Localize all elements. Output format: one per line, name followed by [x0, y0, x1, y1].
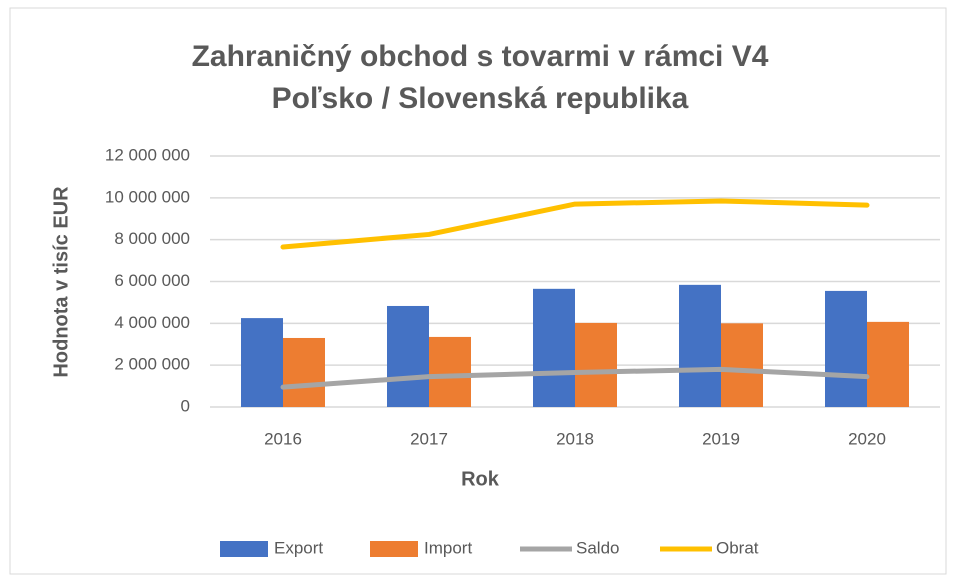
chart-border: [9, 7, 947, 575]
y-tick-label: 4 000 000: [114, 313, 190, 332]
x-tick-label: 2018: [556, 429, 594, 448]
x-tick-label: 2019: [702, 429, 740, 448]
legend-swatch: [370, 541, 418, 557]
y-axis-title: Hodnota v tisíc EUR: [50, 186, 72, 378]
chart-subtitle: Poľsko / Slovenská republika: [272, 82, 689, 115]
line: [280, 198, 870, 250]
bar: [283, 337, 325, 407]
bar: [679, 284, 721, 407]
bar: [533, 288, 575, 407]
legend-swatch: [220, 541, 268, 557]
y-tick-label: 8 000 000: [114, 229, 190, 248]
x-tick-label: 2017: [410, 429, 448, 448]
y-tick-label: 10 000 000: [105, 187, 190, 206]
legend-label: Export: [274, 538, 323, 557]
bar: [825, 290, 867, 407]
y-tick-label: 0: [181, 396, 190, 415]
bar: [575, 322, 617, 407]
bar: [867, 321, 909, 407]
y-tick-label: 2 000 000: [114, 355, 190, 374]
legend-label: Obrat: [716, 538, 759, 557]
bar: [241, 318, 283, 407]
x-axis-title: Rok: [461, 468, 500, 490]
legend-label: Saldo: [576, 538, 619, 557]
y-tick-label: 6 000 000: [114, 271, 190, 290]
x-tick-label: 2016: [264, 429, 302, 448]
bar: [429, 336, 471, 407]
chart-title: Zahraničný obchod s tovarmi v rámci V4: [192, 40, 769, 73]
legend-label: Import: [424, 538, 472, 557]
bar: [721, 323, 763, 407]
line: [280, 366, 870, 390]
bar: [387, 305, 429, 407]
y-tick-label: 12 000 000: [105, 145, 190, 164]
x-tick-label: 2020: [848, 429, 886, 448]
